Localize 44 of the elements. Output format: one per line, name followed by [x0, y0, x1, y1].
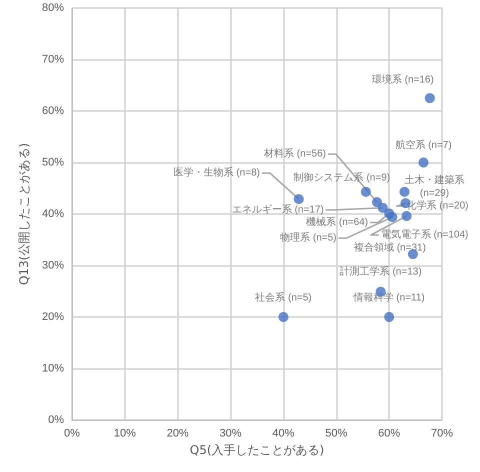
point [402, 211, 412, 222]
annotation: 電気電子系 (n=104) [380, 228, 468, 241]
annotation: 機械系 (n=64) [306, 216, 368, 228]
point [372, 197, 382, 208]
y-tick-label: 40% [42, 208, 64, 220]
x-tick-label: 60% [378, 428, 400, 440]
point [384, 312, 394, 322]
x-tick-label: 40% [272, 428, 295, 440]
y-tick-label: 60% [42, 105, 64, 117]
x-axis-title: Q5(入手したことがある) [190, 442, 324, 457]
point [399, 186, 410, 197]
x-tick-label: 70% [430, 428, 454, 440]
point [360, 186, 371, 197]
y-tick-label: 80% [42, 2, 64, 14]
annotation: エネルギー系 (n=17) [232, 203, 324, 216]
annotation: 材料系 (n=56) [263, 148, 326, 160]
annotation: 航空系 (n=7) [395, 139, 452, 151]
annotation: 社会系 (n=5) [255, 292, 312, 304]
y-tick-label: 70% [42, 54, 64, 66]
annotation: 環境系 (n=16) [372, 74, 434, 86]
y-tick-label: 10% [42, 362, 64, 374]
annotation: 土木・建築系 (n=29) [404, 174, 464, 199]
x-tick-label: 10% [114, 428, 136, 440]
x-tick-label: 50% [325, 428, 348, 440]
annotation: 化学系 (n=20) [406, 200, 469, 212]
x-tick-label: 20% [166, 428, 189, 440]
x-tick-label: 30% [220, 428, 242, 440]
point [294, 194, 304, 204]
y-tick-label: 0% [48, 414, 64, 426]
annotation: 複合領域 (n=31) [354, 242, 426, 254]
annotation: 物理系 (n=5) [280, 232, 337, 244]
y-tick-label: 30% [42, 260, 64, 272]
y-tick-label: 20% [42, 311, 64, 323]
point [418, 158, 428, 168]
y-tick-label: 50% [42, 156, 64, 168]
point [378, 202, 388, 213]
y-axis-title: Q13(公開したことがある) [17, 142, 31, 286]
point [424, 93, 435, 104]
point [387, 212, 398, 222]
annotation: 情報科学 (n=11) [352, 292, 425, 304]
annotation: 医学・生物系 (n=8) [174, 166, 260, 179]
annotation: 計測工学系 (n=13) [340, 265, 422, 278]
point [278, 312, 288, 322]
x-tick-label: 0% [64, 428, 80, 440]
